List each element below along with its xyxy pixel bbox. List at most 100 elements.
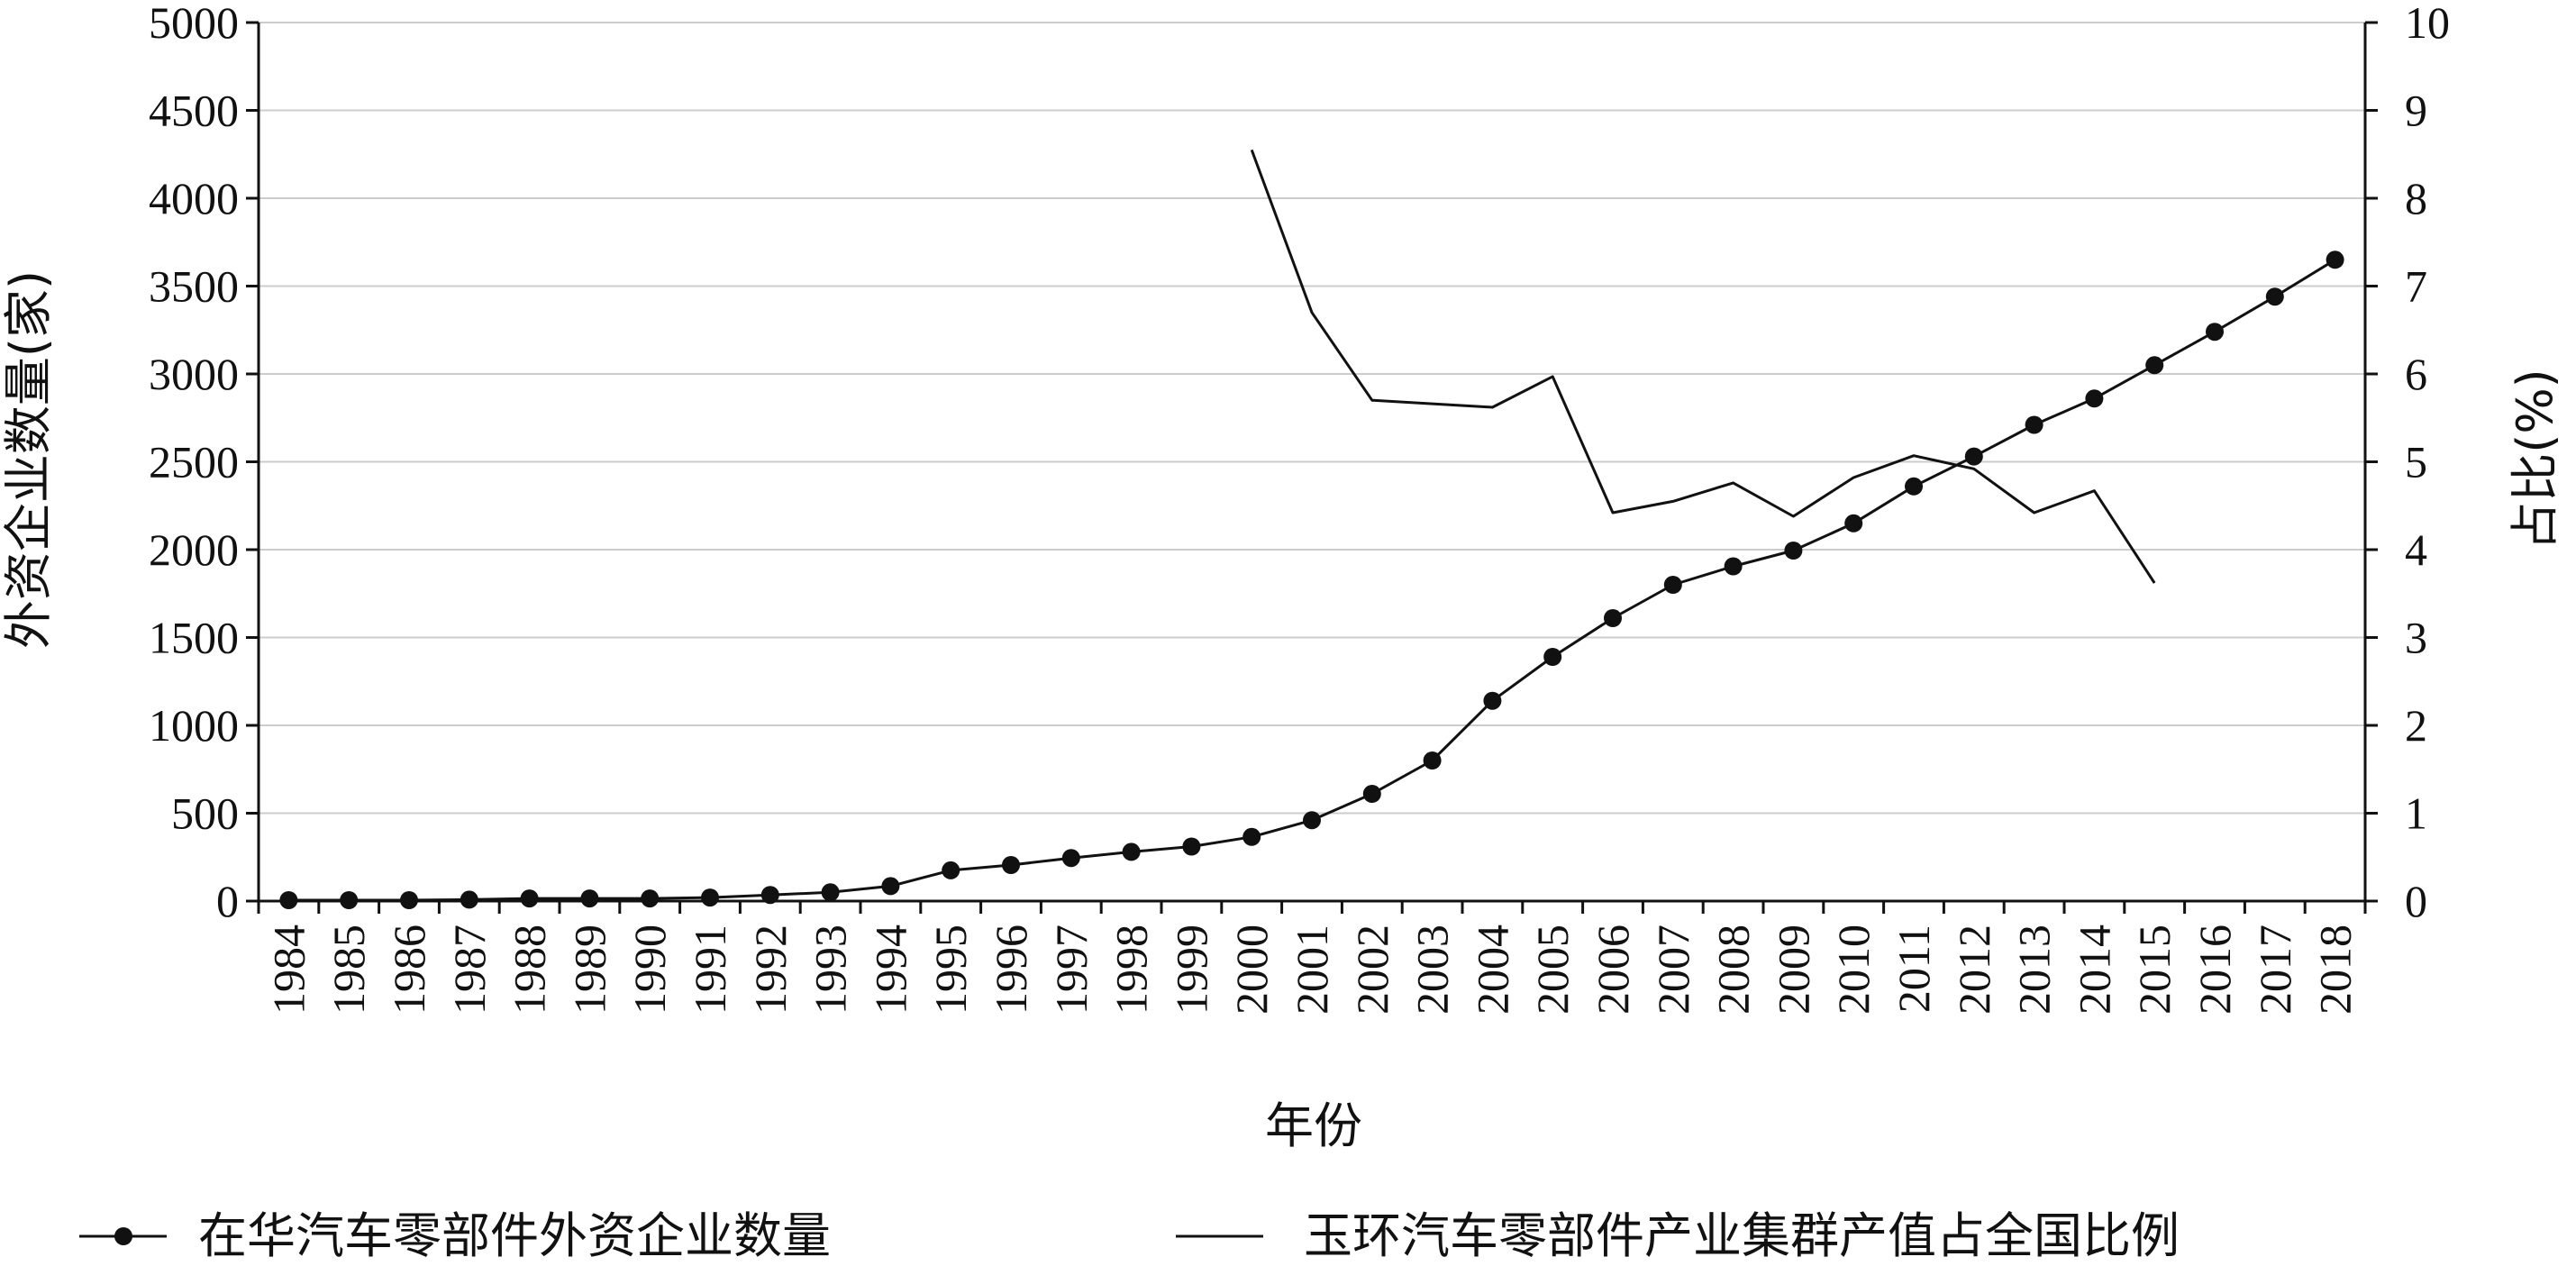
x-tick-label: 2008 [1708, 924, 1759, 1015]
x-tick-label: 2003 [1407, 924, 1458, 1015]
x-tick-label: 2014 [2069, 924, 2119, 1015]
x-tick-label: 2004 [1467, 924, 1517, 1015]
y-left-tick-label: 2000 [149, 524, 239, 575]
data-point [1423, 751, 1442, 770]
x-tick-label: 2010 [1828, 924, 1879, 1015]
y-right-tick-label: 6 [2405, 349, 2427, 399]
y-left-tick-label: 500 [171, 788, 239, 839]
y-right-tick-label: 7 [2405, 261, 2427, 312]
data-point [1483, 691, 1502, 710]
x-tick-label: 1986 [384, 924, 434, 1015]
data-point [2206, 323, 2224, 342]
tick-labels: 0 500 1000 1500 2000 2500 3000 3500 4000 4500 5000… [149, 0, 2450, 1015]
data-point [400, 891, 418, 909]
x-tick-label: 2012 [1949, 924, 1999, 1015]
data-point [340, 891, 359, 909]
y-right-tick-label: 5 [2405, 437, 2427, 487]
y-left-tick-label: 1000 [149, 700, 239, 751]
y-left-tick-label: 4500 [149, 86, 239, 136]
y-right-tick-label: 10 [2405, 0, 2450, 48]
y-left-tick-label: 0 [216, 876, 239, 926]
x-tick-label: 2015 [2129, 924, 2180, 1015]
y-left-tick-label: 5000 [149, 0, 239, 48]
x-tick-label: 2016 [2189, 924, 2240, 1015]
data-point [1002, 856, 1020, 874]
data-point [1303, 811, 1321, 830]
y-left-tick-label: 4000 [149, 173, 239, 223]
x-tick-label: 2018 [2310, 924, 2361, 1015]
data-point [1905, 477, 1923, 496]
data-point [881, 877, 900, 896]
data-point [760, 886, 779, 905]
x-tick-label: 1995 [925, 924, 976, 1015]
data-point [580, 889, 599, 908]
data-point [2326, 250, 2344, 269]
x-tick-label: 2007 [1648, 924, 1698, 1015]
x-tick-label: 2006 [1588, 924, 1638, 1015]
data-point [1844, 514, 1863, 533]
y-right-tick-label: 1 [2405, 788, 2427, 839]
series-0 [279, 250, 2344, 909]
data-point [1724, 557, 1743, 576]
data-point [279, 891, 298, 909]
x-tick-label: 2005 [1527, 924, 1578, 1015]
axes [246, 21, 2378, 914]
data-point [1543, 648, 1562, 666]
x-tick-label: 1987 [444, 924, 495, 1015]
y-axis-right-title: 占比(%) [2507, 369, 2563, 550]
data-point [1362, 785, 1381, 803]
gridlines [259, 22, 2365, 815]
data-point [2145, 356, 2164, 375]
x-tick-label: 2017 [2250, 924, 2300, 1015]
series-line [288, 259, 2336, 902]
x-tick-label: 1999 [1166, 924, 1216, 1015]
x-tick-label: 2002 [1347, 924, 1397, 1015]
data-point [1182, 837, 1201, 856]
y-axis-left-title: 外资企业数量(家) [0, 270, 57, 649]
x-tick-label: 1992 [745, 924, 796, 1015]
data-point [1061, 849, 1080, 868]
legend-label-share: 玉环汽车零部件产业集群产值占全国比例 [1304, 1207, 2180, 1264]
data-point [641, 889, 660, 908]
legend: 在华汽车零部件外资企业数量 玉环汽车零部件产业集群产值占全国比例 [79, 1207, 2180, 1264]
series [279, 149, 2344, 909]
x-tick-label: 2000 [1226, 924, 1277, 1015]
data-point [1964, 447, 1983, 466]
x-tick-label: 2011 [1889, 924, 1939, 1013]
y-left-tick-label: 1500 [149, 613, 239, 663]
data-point [821, 883, 840, 902]
data-point [701, 888, 719, 907]
x-tick-label: 1993 [806, 924, 856, 1015]
y-right-tick-label: 4 [2405, 524, 2427, 575]
x-tick-label: 2009 [1768, 924, 1818, 1015]
legend-label-count: 在华汽车零部件外资企业数量 [198, 1207, 831, 1264]
y-left-tick-label: 2500 [149, 437, 239, 487]
x-tick-label: 1988 [505, 924, 555, 1015]
x-tick-label: 2013 [2009, 924, 2060, 1015]
x-tick-label: 1990 [624, 924, 675, 1015]
x-tick-label: 1994 [865, 924, 915, 1015]
legend-marker-count [114, 1227, 132, 1245]
data-point [2265, 287, 2284, 306]
y-left-tick-label: 3500 [149, 261, 239, 312]
x-tick-label: 1989 [564, 924, 614, 1015]
data-point [1242, 827, 1261, 846]
y-right-tick-label: 2 [2405, 700, 2427, 751]
data-point [1784, 542, 1803, 560]
y-right-tick-label: 8 [2405, 173, 2427, 223]
data-point [520, 889, 539, 908]
data-point [2085, 389, 2104, 408]
x-tick-label: 1985 [323, 924, 374, 1015]
y-right-tick-label: 0 [2405, 876, 2427, 926]
x-axis-title: 年份 [1265, 1098, 1362, 1154]
series-line [1250, 149, 2156, 584]
x-tick-label: 1991 [685, 924, 735, 1015]
y-right-tick-label: 9 [2405, 86, 2427, 136]
x-tick-label: 2001 [1287, 924, 1337, 1015]
y-right-tick-label: 3 [2405, 613, 2427, 663]
data-point [1122, 842, 1141, 861]
data-point [942, 861, 960, 879]
series-1 [1250, 149, 2156, 584]
data-point [1604, 609, 1622, 627]
